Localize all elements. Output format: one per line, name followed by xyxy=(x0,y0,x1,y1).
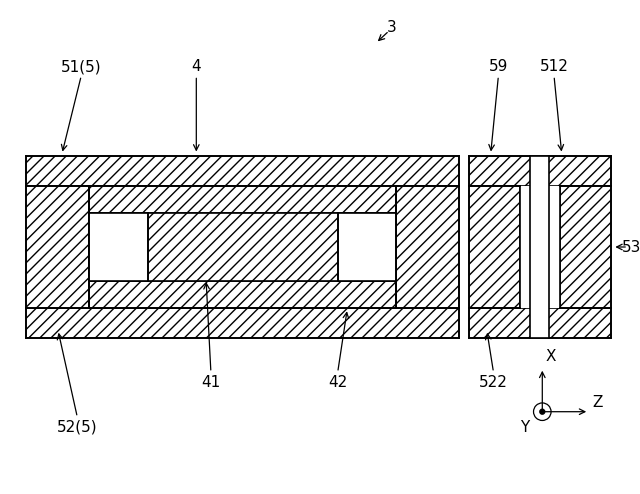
Text: X: X xyxy=(545,349,556,364)
Bar xyxy=(520,186,530,308)
Text: Y: Y xyxy=(520,420,529,435)
Bar xyxy=(26,157,460,186)
Bar xyxy=(89,213,148,281)
Bar xyxy=(469,308,611,337)
Bar xyxy=(469,186,520,308)
Bar xyxy=(148,213,338,281)
Text: 59: 59 xyxy=(489,59,508,74)
Bar xyxy=(560,186,611,308)
Circle shape xyxy=(540,409,545,414)
Bar xyxy=(338,213,396,281)
Text: 41: 41 xyxy=(202,375,221,390)
Text: 3: 3 xyxy=(387,20,396,35)
Text: Z: Z xyxy=(592,395,602,410)
Bar xyxy=(89,281,396,308)
Bar xyxy=(26,186,89,308)
Bar xyxy=(89,213,148,281)
Bar xyxy=(530,157,549,337)
Text: 51(5): 51(5) xyxy=(61,59,102,74)
Bar xyxy=(89,186,396,308)
Text: 52(5): 52(5) xyxy=(57,420,98,435)
Text: 42: 42 xyxy=(328,375,348,390)
Bar xyxy=(549,186,560,308)
Bar xyxy=(338,213,396,281)
Bar xyxy=(469,157,611,186)
Text: 512: 512 xyxy=(540,59,568,74)
Bar xyxy=(26,308,460,337)
Bar xyxy=(89,186,396,213)
Text: 4: 4 xyxy=(191,59,201,74)
Text: 522: 522 xyxy=(479,375,508,390)
Bar xyxy=(396,186,460,308)
Bar xyxy=(148,213,338,281)
Text: 53: 53 xyxy=(622,240,640,254)
